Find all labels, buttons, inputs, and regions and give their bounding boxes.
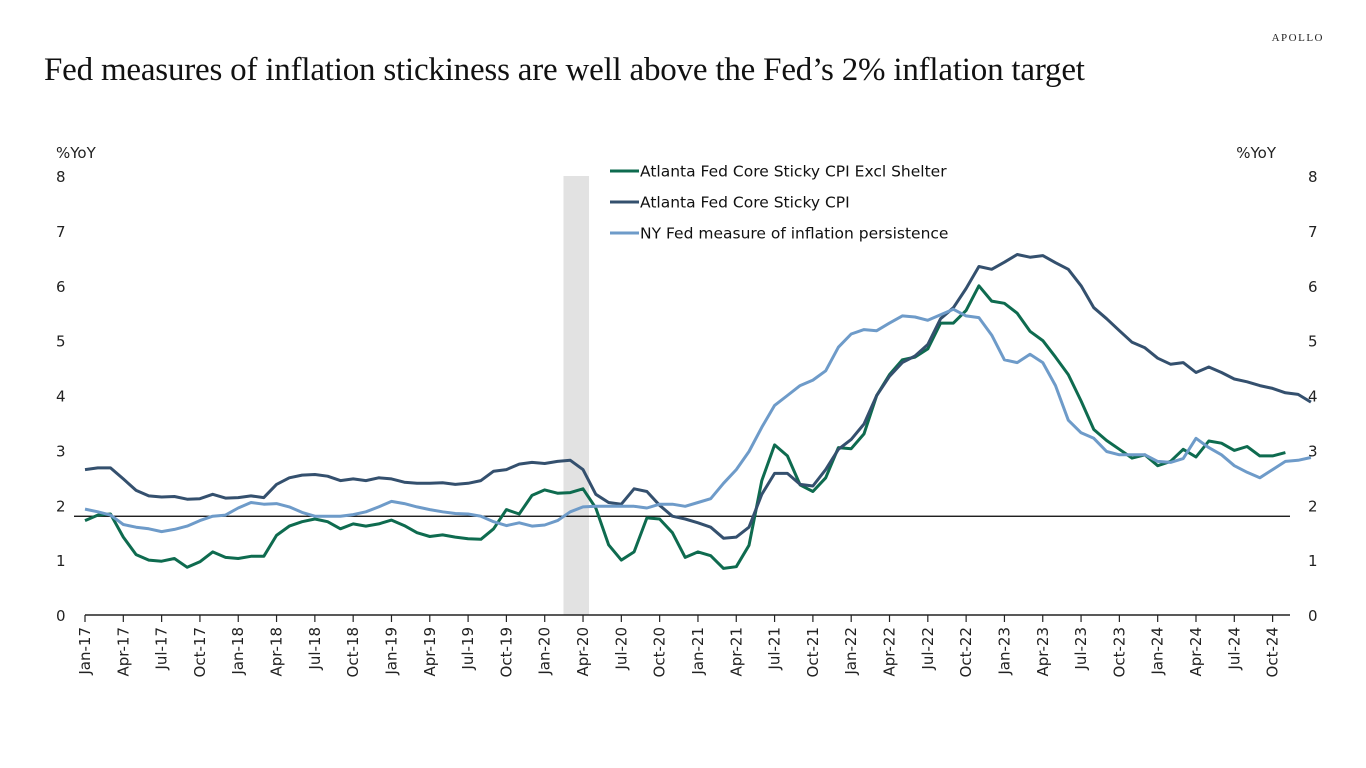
y-tick-label-right: 2 bbox=[1308, 497, 1318, 515]
x-tick-label: Jan-20 bbox=[536, 627, 554, 676]
y-tick-label-left: 7 bbox=[56, 223, 66, 241]
legend-label-2: Atlanta Fed Core Sticky CPI bbox=[640, 194, 850, 212]
x-tick-label: Oct-17 bbox=[191, 627, 209, 677]
x-tick-label: Jul-21 bbox=[766, 627, 784, 671]
y-axis-label-left: %YoY bbox=[56, 144, 97, 162]
legend-label-1: Atlanta Fed Core Sticky CPI Excl Shelter bbox=[640, 163, 947, 181]
x-tick-label: Jan-21 bbox=[689, 627, 707, 676]
x-tick-label: Jan-22 bbox=[842, 627, 860, 676]
recession-shading bbox=[563, 176, 590, 615]
x-tick-label: Jan-24 bbox=[1149, 627, 1167, 676]
apollo-logo: APOLLO bbox=[1271, 32, 1324, 44]
x-tick-label: Jan-19 bbox=[382, 627, 400, 676]
x-tick-label: Jul-23 bbox=[1072, 627, 1090, 671]
y-tick-label-right: 8 bbox=[1308, 168, 1318, 186]
y-tick-label-left: 6 bbox=[56, 278, 66, 296]
x-tick-label: Apr-18 bbox=[268, 627, 286, 677]
y-tick-label-left: 1 bbox=[56, 552, 66, 570]
x-tick-label: Apr-22 bbox=[881, 627, 899, 677]
x-tick-label: Jul-24 bbox=[1225, 627, 1243, 671]
x-tick-label: Apr-24 bbox=[1187, 627, 1205, 677]
y-tick-label-right: 1 bbox=[1308, 552, 1318, 570]
x-tick-label: Jul-20 bbox=[612, 627, 630, 671]
y-tick-label-left: 0 bbox=[56, 607, 66, 625]
y-tick-label-right: 0 bbox=[1308, 607, 1318, 625]
x-tick-label: Apr-19 bbox=[421, 627, 439, 677]
series-line-3 bbox=[84, 307, 1312, 534]
y-tick-label-right: 5 bbox=[1308, 333, 1318, 351]
x-tick-label: Apr-17 bbox=[114, 627, 132, 677]
y-tick-label-left: 5 bbox=[56, 333, 66, 351]
x-tick-label: Apr-21 bbox=[727, 627, 745, 677]
x-tick-label: Apr-23 bbox=[1034, 627, 1052, 677]
x-tick-label: Oct-18 bbox=[344, 627, 362, 677]
x-tick-label: Oct-24 bbox=[1264, 627, 1282, 677]
legend-label-3: NY Fed measure of inflation persistence bbox=[640, 225, 948, 243]
y-tick-label-left: 4 bbox=[56, 388, 66, 406]
y-tick-label-left: 2 bbox=[56, 497, 66, 515]
x-tick-label: Oct-20 bbox=[651, 627, 669, 677]
x-tick-label: Oct-23 bbox=[1110, 627, 1128, 677]
x-tick-label: Oct-19 bbox=[497, 627, 515, 677]
series-line-2 bbox=[84, 253, 1312, 540]
y-axis-label-right: %YoY bbox=[1236, 144, 1277, 162]
x-tick-label: Apr-20 bbox=[574, 627, 592, 677]
y-tick-label-right: 3 bbox=[1308, 442, 1318, 460]
y-tick-label-right: 7 bbox=[1308, 223, 1318, 241]
series-line-1 bbox=[84, 284, 1286, 570]
x-tick-label: Jan-23 bbox=[995, 627, 1013, 676]
x-tick-label: Oct-21 bbox=[804, 627, 822, 677]
x-tick-label: Oct-22 bbox=[957, 627, 975, 677]
y-tick-label-left: 3 bbox=[56, 442, 66, 460]
x-tick-label: Jul-19 bbox=[459, 627, 477, 671]
x-tick-label: Jul-17 bbox=[153, 627, 171, 671]
x-tick-label: Jan-17 bbox=[76, 627, 94, 676]
y-tick-label-right: 4 bbox=[1308, 388, 1318, 406]
x-tick-label: Jul-22 bbox=[919, 627, 937, 671]
y-tick-label-left: 8 bbox=[56, 168, 66, 186]
y-tick-label-right: 6 bbox=[1308, 278, 1318, 296]
chart-title: Fed measures of inflation stickiness are… bbox=[44, 52, 1085, 88]
x-tick-label: Jul-18 bbox=[306, 627, 324, 671]
x-tick-label: Jan-18 bbox=[229, 627, 247, 676]
